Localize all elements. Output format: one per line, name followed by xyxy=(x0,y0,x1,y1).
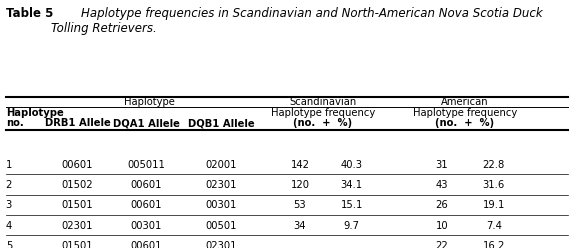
Text: 4: 4 xyxy=(6,221,12,231)
Text: 00301: 00301 xyxy=(205,200,236,211)
Text: 34: 34 xyxy=(294,221,306,231)
Text: 01501: 01501 xyxy=(61,241,94,248)
Text: Haplotype frequency: Haplotype frequency xyxy=(271,108,375,118)
Text: 53: 53 xyxy=(294,200,306,211)
Text: Haplotype frequencies in Scandinavian and North-American Nova Scotia Duck
Tollin: Haplotype frequencies in Scandinavian an… xyxy=(51,7,542,35)
Text: 1: 1 xyxy=(6,160,12,170)
Text: DRB1 Allele: DRB1 Allele xyxy=(45,118,110,128)
Text: 00501: 00501 xyxy=(205,221,236,231)
Text: DQB1 Allele: DQB1 Allele xyxy=(188,118,254,128)
Text: 005011: 005011 xyxy=(127,160,165,170)
Text: 120: 120 xyxy=(290,180,309,190)
Text: 40.3: 40.3 xyxy=(340,160,363,170)
Text: 00301: 00301 xyxy=(131,221,162,231)
Text: 9.7: 9.7 xyxy=(344,221,359,231)
Text: 10: 10 xyxy=(436,221,448,231)
Text: 22.8: 22.8 xyxy=(483,160,505,170)
Text: Haplotype: Haplotype xyxy=(124,97,174,107)
Text: 15.1: 15.1 xyxy=(340,200,363,211)
Text: 31: 31 xyxy=(436,160,448,170)
Text: 01502: 01502 xyxy=(61,180,94,190)
Text: Table 5: Table 5 xyxy=(6,7,53,20)
Text: 31.6: 31.6 xyxy=(483,180,505,190)
Text: 34.1: 34.1 xyxy=(340,180,363,190)
Text: Scandinavian: Scandinavian xyxy=(289,97,356,107)
Text: 5: 5 xyxy=(6,241,12,248)
Text: 16.2: 16.2 xyxy=(483,241,505,248)
Text: 02001: 02001 xyxy=(205,160,236,170)
Text: 00601: 00601 xyxy=(131,180,162,190)
Text: 142: 142 xyxy=(290,160,309,170)
Text: 26: 26 xyxy=(436,200,448,211)
Text: 00601: 00601 xyxy=(62,160,93,170)
Text: 22: 22 xyxy=(436,241,448,248)
Text: 00601: 00601 xyxy=(131,200,162,211)
Text: 3: 3 xyxy=(6,200,12,211)
Text: (no.  +  %): (no. + %) xyxy=(435,118,495,128)
Text: no.: no. xyxy=(6,118,24,128)
Text: Haplotype frequency: Haplotype frequency xyxy=(413,108,517,118)
Text: 00601: 00601 xyxy=(131,241,162,248)
Text: 01501: 01501 xyxy=(61,200,94,211)
Text: American: American xyxy=(441,97,488,107)
Text: Haplotype: Haplotype xyxy=(6,108,64,118)
Text: 19.1: 19.1 xyxy=(483,200,505,211)
Text: 02301: 02301 xyxy=(205,241,236,248)
Text: 02301: 02301 xyxy=(62,221,93,231)
Text: (no.  +  %): (no. + %) xyxy=(293,118,352,128)
Text: 43: 43 xyxy=(436,180,448,190)
Text: 7.4: 7.4 xyxy=(486,221,502,231)
Text: DQA1 Allele: DQA1 Allele xyxy=(113,118,180,128)
Text: 2: 2 xyxy=(6,180,12,190)
Text: 02301: 02301 xyxy=(205,180,236,190)
